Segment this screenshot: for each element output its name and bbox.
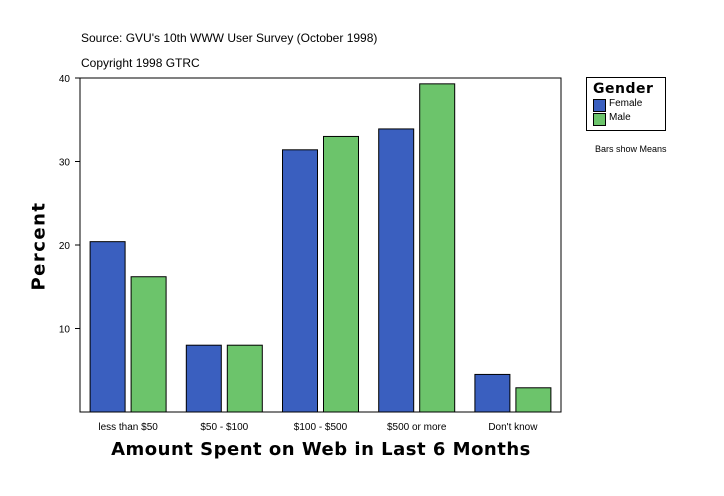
x-tick-label: $100 - $500	[294, 422, 348, 433]
bar-male-5	[515, 387, 552, 413]
legend-label-female: Female	[609, 98, 643, 109]
x-tick-label: less than $50	[98, 422, 158, 433]
bar-male-1	[130, 276, 167, 413]
bars-note: Bars show Means	[595, 144, 667, 154]
legend-swatch-male	[593, 113, 606, 126]
bar-female-2	[185, 344, 222, 413]
bar-female-4	[378, 128, 415, 413]
copyright-text: Copyright 1998 GTRC	[81, 56, 200, 70]
legend-swatch-female	[593, 99, 606, 112]
x-tick-label: $50 - $100	[200, 422, 248, 433]
legend-label-male: Male	[609, 112, 631, 123]
x-axis-label: Amount Spent on Web in Last 6 Months	[111, 439, 531, 460]
bar-male-3	[323, 135, 359, 413]
y-axis-label: Percent	[28, 201, 50, 291]
source-text: Source: GVU's 10th WWW User Survey (Octo…	[81, 31, 378, 45]
y-tick-label: 40	[59, 74, 71, 85]
y-tick-label: 10	[59, 325, 71, 336]
y-tick-label: 20	[59, 241, 71, 252]
y-tick-label: 30	[59, 158, 71, 169]
bar-female-3	[282, 149, 318, 413]
legend: Gender Female Male	[586, 77, 666, 131]
bar-male-4	[419, 83, 456, 413]
bar-male-2	[226, 344, 263, 413]
x-tick-label: $500 or more	[387, 422, 447, 433]
legend-title: Gender	[593, 81, 654, 97]
x-tick-label: Don't know	[488, 422, 538, 433]
bar-female-5	[474, 373, 511, 413]
bar-female-1	[89, 241, 126, 413]
